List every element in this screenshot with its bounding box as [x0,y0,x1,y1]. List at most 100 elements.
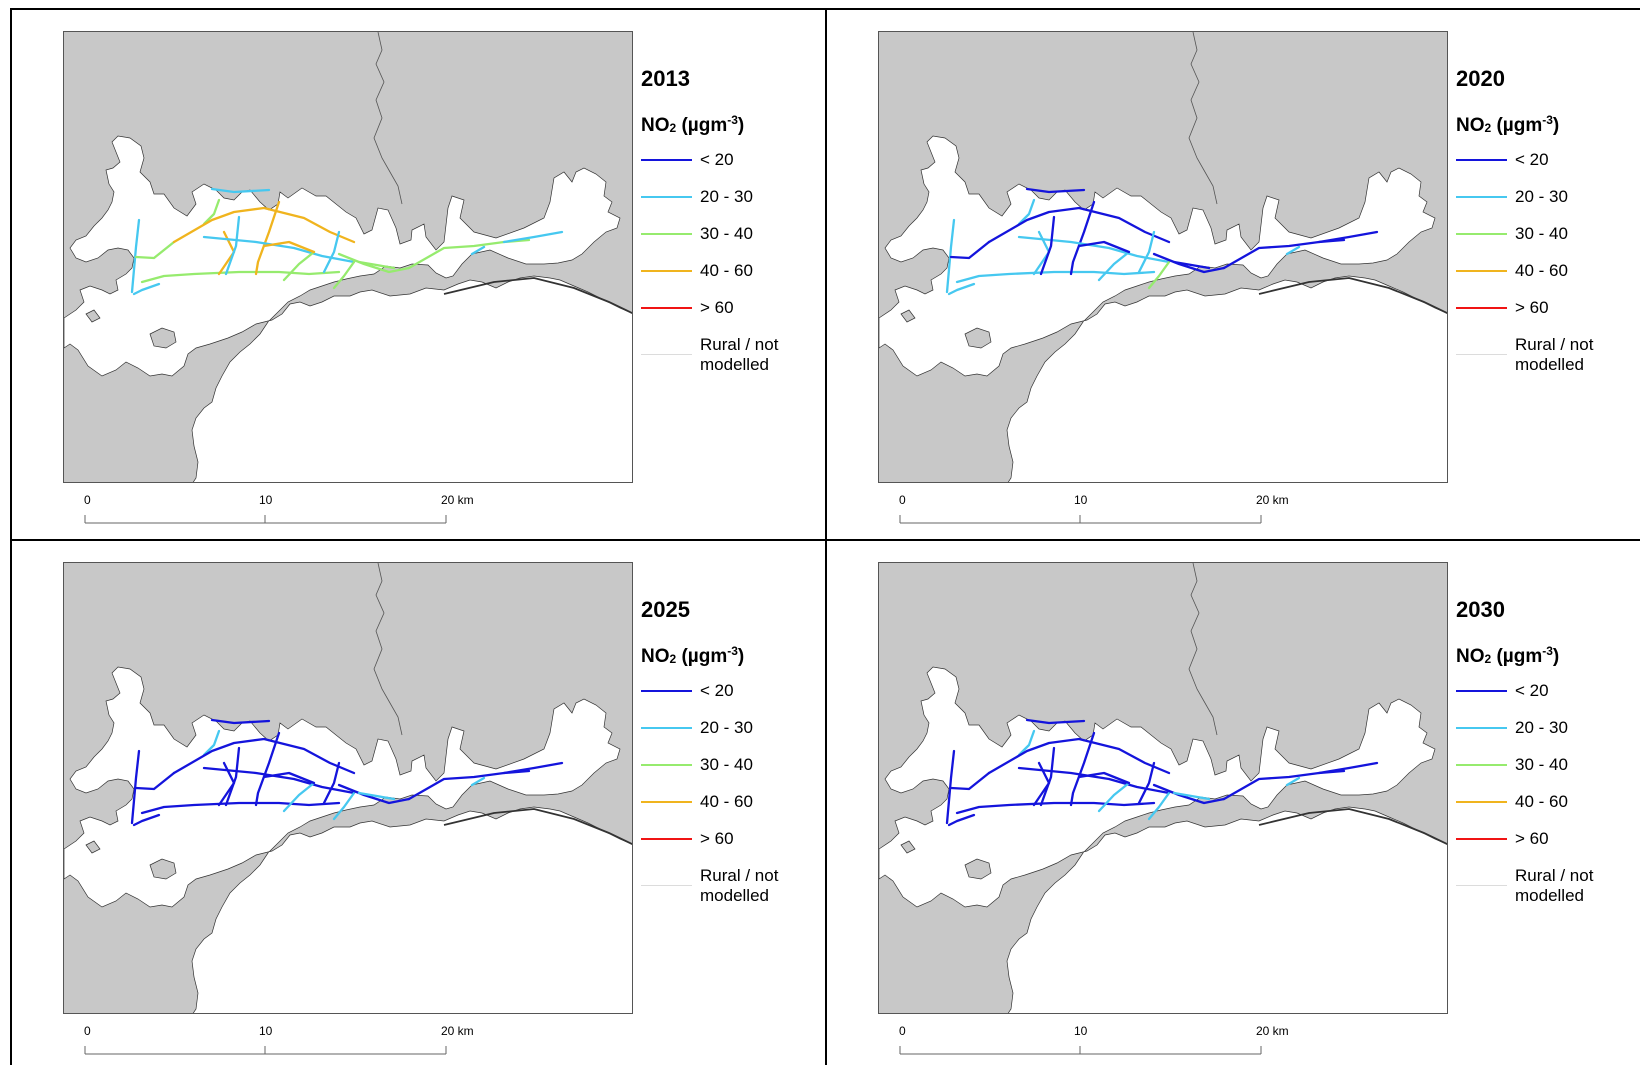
road-segment [1317,761,1379,775]
road-segment [955,801,1156,815]
legend-swatch [641,764,692,766]
road-segment [470,776,486,787]
legend-rural-label-1: Rural / not [1515,335,1594,354]
road-segment [130,218,141,294]
road-segment [1285,245,1301,256]
road-segment [1025,718,1086,725]
legend-rural-label-2: modelled [1515,886,1584,905]
lake-1 [149,327,177,349]
road-segment [202,766,356,795]
scale-bar: 0 10 20 km [84,493,474,533]
legend-swatch [641,196,692,198]
road-segment [1017,235,1171,264]
scale-bar: 0 10 20 km [899,493,1289,533]
map-canvas [64,32,632,482]
map-frame[interactable] [63,31,633,483]
legend-swatch [641,233,692,235]
panel-year: 2013 [641,66,690,91]
lake-1 [149,858,177,880]
road-segment [987,737,1171,775]
road-segment [1077,240,1131,254]
road-segment [1137,230,1156,274]
legend-swatch [641,270,692,272]
road-segment [130,749,141,825]
road-network [130,718,564,827]
road-segment [1017,766,1171,795]
legend-swatch [1456,196,1507,198]
legend-swatch [641,159,692,161]
road-segment [202,729,221,757]
road-segment [202,235,356,264]
scale-tick-10: 10 [259,1024,273,1038]
legend-swatch [1456,764,1507,766]
road-segment [132,813,161,827]
road-segment [210,187,271,194]
road-segment [357,260,396,270]
lake-1 [964,858,992,880]
road-segment [322,230,341,274]
legend-swatch [1456,270,1507,272]
legend-rural-label-1: Rural / not [1515,866,1594,885]
legend-swatch [1456,307,1507,309]
road-segment [1172,260,1211,270]
legend-swatch-rural [1456,885,1507,886]
legend-swatch [641,307,692,309]
map-frame[interactable] [63,562,633,1014]
road-segment [949,240,991,260]
scale-bar-line [899,1046,1262,1055]
map-panel-2030: 2030 NO2 (µgm-3) < 20 20 - 30 30 - 40 40… [825,539,1640,1065]
road-network [130,187,564,296]
road-segment [332,791,356,821]
legend-swatch-rural [641,885,692,886]
map-frame[interactable] [878,562,1448,1014]
road-segment [1137,761,1156,805]
road-segment [322,761,341,805]
scale-tick-20: 20 km [1256,1024,1289,1038]
road-segment [172,206,356,244]
road-network [945,718,1379,827]
road-segment [134,771,176,791]
legend-rural-label-2: modelled [700,355,769,374]
map-panel-2025: 2025 NO2 (µgm-3) < 20 20 - 30 30 - 40 40… [10,539,826,1065]
scale-tick-0: 0 [84,493,91,507]
road-segment [337,252,411,274]
scale-tick-0: 0 [899,493,906,507]
legend-swatch-rural [1456,354,1507,355]
map-frame[interactable] [878,31,1448,483]
road-segment [262,771,316,785]
road-segment [357,791,396,801]
road-segment [1097,781,1131,813]
scale-tick-10: 10 [1074,493,1088,507]
legend-swatch [1456,727,1507,729]
road-segment [172,737,356,775]
map-panel-2013: 2013 NO2 (µgm-3) < 20 20 - 30 30 - 40 40… [10,8,826,540]
road-segment [1152,783,1226,805]
scale-tick-0: 0 [84,1024,91,1038]
legend-title: NO2 (µgm-3) [1456,113,1560,136]
road-segment [202,198,221,226]
legend-rural-label-2: modelled [1515,355,1584,374]
road-segment [987,206,1171,244]
legend-swatch [1456,690,1507,692]
legend-swatch [641,838,692,840]
road-network [945,187,1379,296]
road-segment [210,718,271,725]
road-segment [337,783,411,805]
legend-rural-label-1: Rural / not [700,335,779,354]
road-segment [955,270,1156,284]
road-segment [1097,250,1131,282]
road-segment [1017,198,1036,226]
map-canvas [64,563,632,1013]
legend-title: NO2 (µgm-3) [1456,644,1560,667]
legend-swatch [641,690,692,692]
lake-2 [85,840,101,854]
river-boundary [1188,563,1218,736]
legend-swatch [1456,801,1507,803]
road-segment [282,781,316,813]
road-segment [1025,187,1086,194]
road-segment [945,218,956,294]
legend-swatch [1456,159,1507,161]
scale-bar-line [84,515,447,524]
road-segment [1147,260,1171,290]
legend-rural-label-2: modelled [700,886,769,905]
